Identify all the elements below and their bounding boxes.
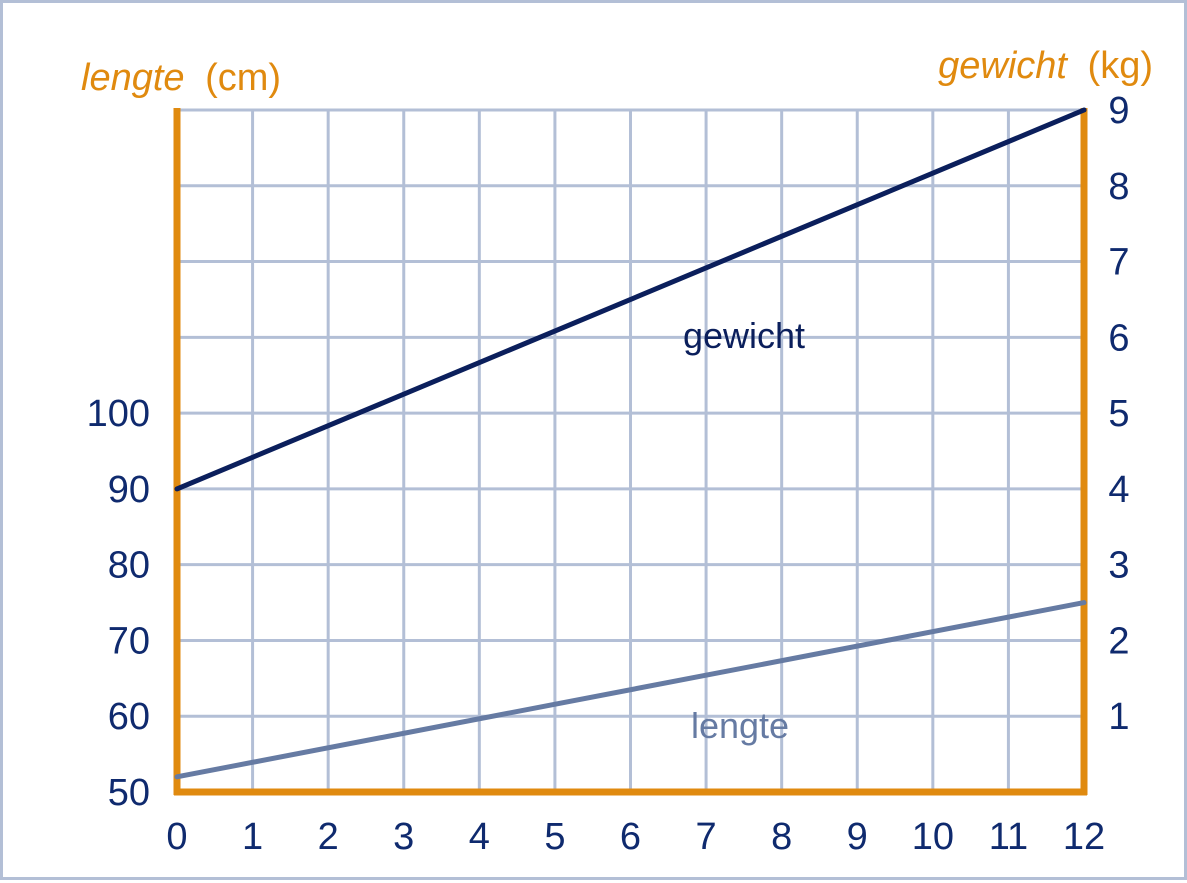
right-tick-label: 8 [1108, 166, 1129, 208]
right-axis-title-unit: (kg) [1088, 45, 1153, 87]
left-axis-title: lengte (cm) [81, 57, 281, 99]
left-tick-label: 70 [108, 620, 150, 662]
x-tick-label: 1 [242, 816, 263, 858]
x-tick-label: 0 [166, 816, 187, 858]
series-label-lengte: lengte [691, 705, 789, 746]
right-axis-title-name: gewicht [938, 45, 1068, 87]
x-tick-label: 11 [989, 816, 1028, 858]
left-tick-label: 50 [108, 772, 150, 814]
right-tick-label: 3 [1108, 545, 1129, 587]
right-tick-label: 4 [1108, 469, 1129, 511]
axis-titles: lengte (cm) gewicht (kg) [81, 45, 1153, 99]
x-tick-label: 10 [912, 816, 954, 858]
left-axis-title-name: lengte [81, 57, 185, 99]
x-tick-label: 4 [469, 816, 490, 858]
series-lines [174, 107, 1087, 780]
right-tick-label: 6 [1108, 317, 1129, 359]
series-line-gewicht [174, 107, 1087, 492]
left-tick-label: 60 [108, 696, 150, 738]
right-tick-label: 7 [1108, 242, 1129, 284]
right-tick-label: 9 [1108, 90, 1129, 132]
x-tick-label: 12 [1063, 816, 1105, 858]
x-tick-label: 5 [544, 816, 565, 858]
x-tick-label: 3 [393, 816, 414, 858]
series-label-gewicht: gewicht [683, 315, 805, 356]
x-tick-label: 9 [847, 816, 868, 858]
right-tick-label: 2 [1108, 620, 1129, 662]
series-line-lengte [174, 600, 1087, 780]
x-tick-label: 8 [771, 816, 792, 858]
axes [173, 108, 1088, 796]
x-tick-label: 6 [620, 816, 641, 858]
right-axis-title: gewicht (kg) [938, 45, 1153, 87]
right-tick-label: 5 [1108, 393, 1129, 435]
right-tick-label: 1 [1108, 696, 1129, 738]
left-tick-label: 100 [87, 393, 150, 435]
left-axis-title-unit: (cm) [205, 57, 281, 99]
x-tick-label: 7 [696, 816, 717, 858]
left-tick-label: 80 [108, 545, 150, 587]
left-tick-label: 90 [108, 469, 150, 511]
x-tick-label: 2 [318, 816, 339, 858]
series-labels: gewicht lengte [683, 315, 805, 746]
